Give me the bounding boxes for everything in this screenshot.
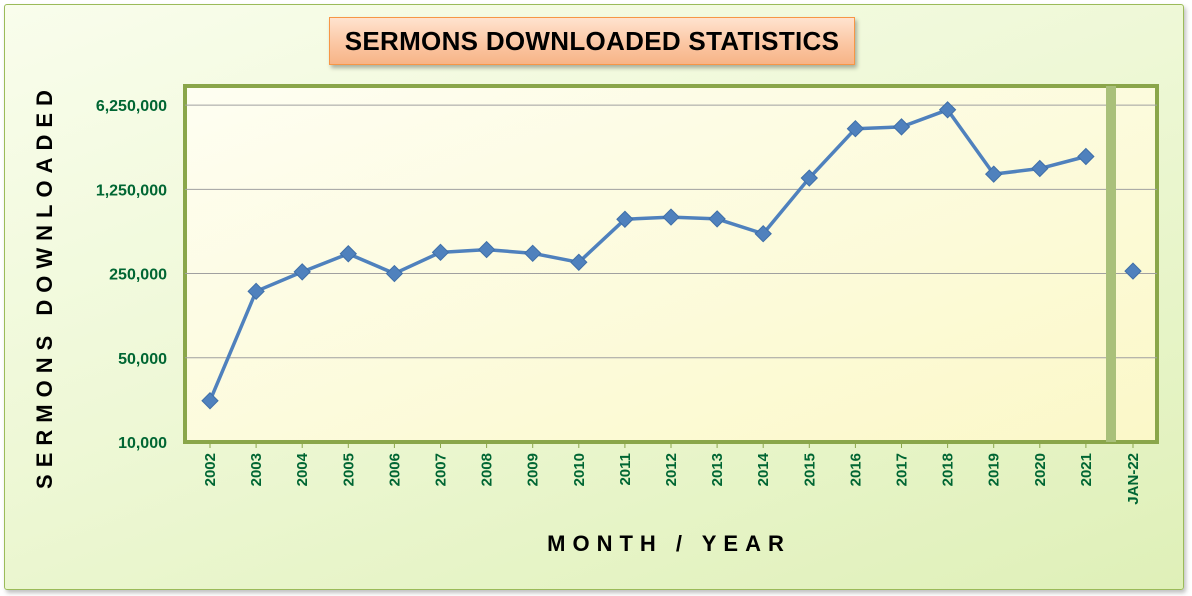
x-tick-label: 2002 [202, 453, 219, 486]
data-point [616, 210, 634, 228]
y-tick-label: 50,000 [118, 351, 167, 368]
data-point [339, 245, 358, 263]
series-line [208, 108, 1087, 402]
data-point [201, 392, 219, 410]
x-tick-label: 2014 [755, 452, 772, 486]
data-points [201, 101, 1142, 410]
x-tick-label: 2005 [340, 453, 357, 486]
data-point [431, 243, 450, 262]
x-axis-title: MONTH / YEAR [547, 531, 791, 556]
x-tick-label: 2017 [894, 453, 911, 486]
chart-title: SERMONS DOWNLOADED STATISTICS [344, 25, 840, 56]
data-point [754, 225, 772, 243]
data-point [570, 253, 588, 271]
data-point [892, 118, 911, 136]
data-point [938, 101, 957, 119]
y-axis-ticks: 10,000 50,000 250,000 1,250,000 6,250,000 [96, 98, 167, 452]
data-point [293, 263, 311, 281]
series-polyline [208, 108, 1087, 402]
data-point [708, 210, 726, 228]
data-point-jan-22 [1124, 262, 1142, 280]
gridlines [185, 104, 1157, 359]
y-axis-title: SERMONS DOWNLOADED [32, 83, 57, 489]
x-tick-label: 2019 [986, 453, 1003, 486]
x-tick-label: 2016 [847, 453, 864, 486]
y-tick-label: 6,250,000 [96, 98, 167, 115]
x-tick-label: 2010 [571, 453, 588, 486]
x-tick-label: 2021 [1078, 453, 1095, 486]
x-tick-label: 2003 [248, 453, 265, 486]
x-tick-label: 2011 [617, 453, 634, 486]
data-point [523, 244, 542, 263]
data-point [1031, 159, 1049, 178]
x-tick-label: JAN-22 [1125, 453, 1142, 505]
data-point [662, 208, 680, 226]
x-tick-label: 2009 [525, 453, 542, 486]
data-point [1077, 147, 1095, 166]
chart-title-box: SERMONS DOWNLOADED STATISTICS [329, 17, 855, 65]
y-tick-label: 250,000 [109, 267, 167, 284]
plot-area [183, 84, 1159, 444]
x-tick-label: 2012 [663, 453, 680, 486]
x-tick-label: 2020 [1032, 453, 1049, 486]
y-tick-label: 1,250,000 [96, 182, 167, 199]
x-tick-label: 2004 [294, 452, 311, 486]
y-tick-label: 10,000 [118, 435, 167, 452]
data-point [477, 240, 496, 259]
x-tick-label: 2013 [709, 453, 726, 486]
x-tick-label: 2006 [386, 453, 403, 486]
x-tick-label: 2008 [479, 453, 496, 486]
data-point [846, 119, 865, 138]
x-axis-ticks: 2002 2003 2004 2005 2006 2007 2008 2009 2010 2011… [202, 442, 1142, 505]
data-point [385, 264, 404, 283]
year-separator-bar [1106, 86, 1116, 442]
data-point [247, 282, 265, 301]
x-tick-label: 2018 [940, 453, 957, 486]
data-point [984, 165, 1003, 183]
x-tick-label: 2015 [801, 453, 818, 486]
data-point [800, 169, 819, 187]
x-tick-label: 2007 [433, 453, 450, 486]
